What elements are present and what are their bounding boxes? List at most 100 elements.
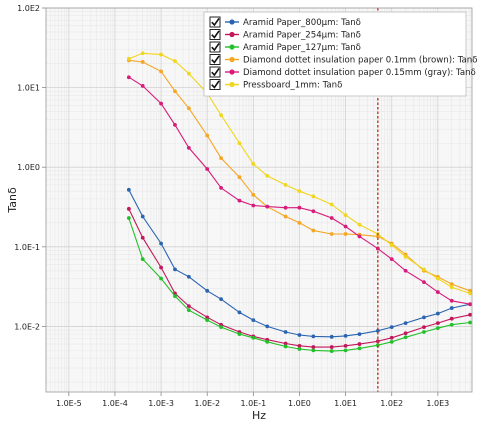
legend-item[interactable]: Aramid Paper_254μm: Tanδ — [209, 29, 361, 41]
series-point — [186, 308, 191, 313]
series-point — [329, 216, 334, 220]
series-point — [403, 254, 408, 259]
series-point — [311, 228, 316, 233]
legend-checkbox[interactable] — [209, 54, 221, 65]
legend-label: Diamond dottet insulation paper 0.15mm (… — [243, 68, 476, 78]
series-point — [159, 52, 163, 57]
series-point — [468, 312, 472, 317]
series-point — [126, 216, 131, 220]
series-point — [311, 345, 316, 349]
y-tick-label: 1.0E1 — [17, 84, 40, 93]
series-group — [126, 187, 472, 339]
series-point — [126, 187, 131, 192]
series-point — [357, 346, 362, 351]
series-point — [329, 349, 334, 353]
series-point — [343, 232, 348, 236]
series-point — [265, 324, 270, 329]
legend-checkbox[interactable] — [209, 66, 221, 78]
series-point — [205, 315, 210, 320]
series-point — [265, 204, 270, 209]
series-point — [297, 343, 302, 348]
series-point — [435, 276, 440, 281]
series-point — [140, 51, 145, 56]
series-point — [468, 302, 472, 307]
series-point — [297, 205, 302, 210]
series-point — [173, 267, 177, 272]
legend-checkbox[interactable] — [209, 79, 221, 90]
series-point — [159, 276, 163, 281]
series-point — [311, 209, 316, 214]
series-point — [449, 282, 454, 287]
series-point — [251, 335, 256, 340]
series-point — [237, 198, 242, 203]
legend-box — [203, 11, 467, 97]
series-point — [449, 306, 454, 310]
series-point — [403, 335, 408, 340]
legend-swatch-marker — [229, 19, 235, 25]
series-point — [422, 315, 426, 320]
x-tick-label: 1.0E2 — [380, 399, 403, 408]
series-point — [219, 156, 223, 161]
legend-swatch-marker — [229, 69, 235, 75]
series-point — [186, 71, 191, 76]
legend-item[interactable]: Aramid Paper_800μm: Tanδ — [209, 16, 361, 28]
series-point — [329, 345, 334, 349]
series-point — [357, 332, 362, 337]
series-point — [237, 332, 242, 337]
series-point — [422, 330, 426, 334]
series-point — [219, 325, 223, 330]
legend-checkbox[interactable] — [209, 41, 221, 53]
check-icon — [211, 30, 220, 39]
series-point — [389, 325, 394, 330]
series-point — [449, 316, 454, 321]
legend-item[interactable]: Diamond dottet insulation paper 0.1mm (b… — [209, 54, 478, 66]
series-point — [140, 84, 145, 88]
series-point — [265, 339, 270, 344]
y-tick-label: 1.0E0 — [17, 163, 40, 172]
series-point — [343, 213, 348, 218]
series-point — [311, 334, 316, 339]
series-point — [186, 274, 191, 279]
series-group — [126, 216, 472, 353]
series-point — [329, 232, 334, 236]
series-point — [435, 311, 440, 316]
series-point — [283, 205, 288, 210]
legend-label: Pressboard_1mm: Tanδ — [243, 81, 342, 91]
series-point — [186, 304, 191, 308]
series-point — [219, 297, 223, 302]
series-point — [126, 75, 131, 80]
series-point — [375, 343, 380, 348]
series-point — [403, 331, 408, 336]
legend-label: Aramid Paper_800μm: Tanδ — [243, 18, 361, 28]
series-point — [389, 339, 394, 344]
series-point — [311, 194, 316, 199]
series-point — [449, 285, 454, 290]
series-point — [343, 224, 348, 229]
series-point — [159, 69, 163, 74]
legend-item[interactable]: Diamond dottet insulation paper 0.15mm (… — [209, 66, 476, 78]
legend-checkbox[interactable] — [209, 29, 221, 40]
series-point — [205, 133, 210, 138]
legend-item[interactable]: Aramid Paper_127μm: Tanδ — [209, 41, 361, 53]
y-tick-label: 1.0E-2 — [14, 322, 40, 331]
y-tick-label: 1.0E2 — [17, 4, 40, 13]
series-point — [343, 348, 348, 353]
x-axis-title: Hz — [252, 409, 266, 422]
series-point — [435, 326, 440, 331]
legend-label: Diamond dottet insulation paper 0.1mm (b… — [243, 56, 478, 66]
series-point — [468, 320, 472, 325]
series-point — [435, 321, 440, 326]
legend-swatch-marker — [229, 81, 235, 88]
series-point — [205, 318, 210, 323]
series-point — [126, 56, 131, 61]
check-icon — [211, 67, 220, 77]
legend-swatch-marker — [229, 31, 235, 38]
series-point — [449, 298, 454, 303]
legend-checkbox[interactable] — [209, 16, 221, 28]
series-point — [237, 310, 242, 315]
x-tick-label: 1.0E-1 — [240, 399, 266, 408]
series-point — [389, 335, 394, 340]
series-point — [173, 294, 177, 299]
series-point — [219, 113, 223, 118]
legend-item[interactable]: Pressboard_1mm: Tanδ — [209, 79, 342, 91]
